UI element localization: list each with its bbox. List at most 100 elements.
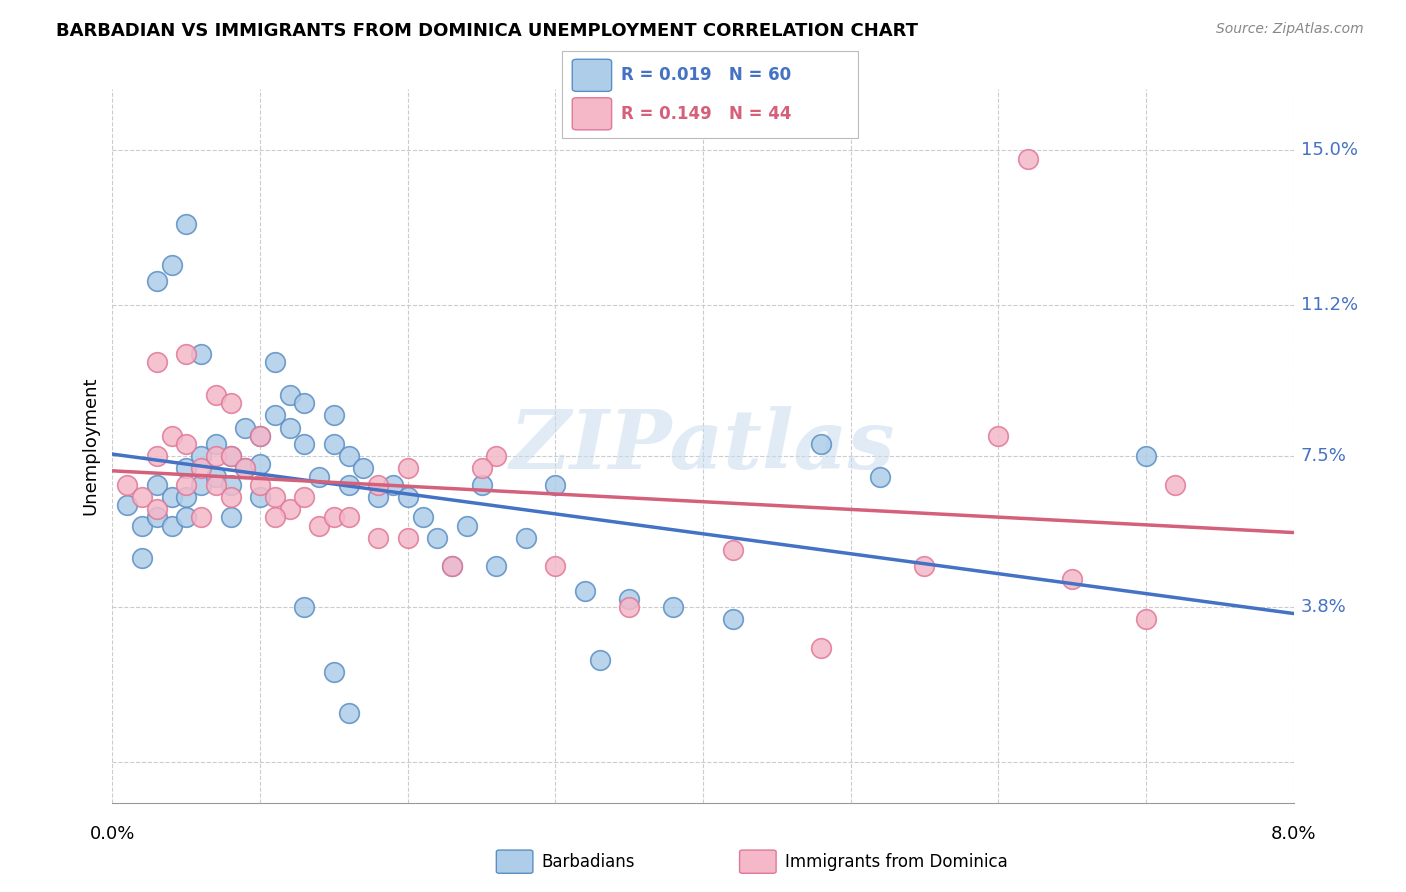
Point (146, 510, 169, 524)
Point (233, 461, 256, 475)
Point (810, 437, 832, 451)
Point (174, 490, 197, 504)
Point (382, 477, 405, 491)
Text: Barbadians: Barbadians (541, 853, 636, 871)
Text: 3.8%: 3.8% (1301, 598, 1347, 616)
Point (869, 469, 891, 483)
Point (174, 437, 197, 451)
Point (721, 543, 744, 558)
Point (426, 531, 449, 545)
Point (471, 461, 494, 475)
Point (131, 551, 153, 566)
Point (396, 461, 419, 475)
Point (249, 429, 271, 443)
Point (574, 583, 596, 598)
Point (367, 490, 389, 504)
Text: R = 0.019   N = 60: R = 0.019 N = 60 (621, 66, 792, 85)
Point (485, 559, 508, 574)
Point (456, 518, 478, 533)
Y-axis label: Unemployment: Unemployment (82, 376, 100, 516)
Point (146, 274, 169, 288)
Point (308, 518, 330, 533)
Point (323, 665, 346, 680)
Point (323, 437, 346, 451)
Point (219, 490, 242, 504)
Point (292, 437, 315, 451)
Point (544, 559, 567, 574)
Point (441, 559, 464, 574)
Point (323, 510, 346, 524)
Point (219, 477, 242, 491)
Point (1135, 612, 1157, 626)
Point (412, 510, 434, 524)
Point (160, 258, 183, 272)
Point (323, 409, 346, 423)
Text: 8.0%: 8.0% (1271, 825, 1316, 843)
Text: 0.0%: 0.0% (90, 825, 135, 843)
Point (219, 396, 242, 410)
Text: R = 0.149   N = 44: R = 0.149 N = 44 (621, 104, 792, 123)
Point (190, 449, 212, 463)
Point (515, 531, 537, 545)
Point (264, 510, 287, 524)
Point (233, 461, 256, 475)
Point (117, 498, 138, 512)
Point (810, 640, 832, 655)
Text: BARBADIAN VS IMMIGRANTS FROM DOMINICA UNEMPLOYMENT CORRELATION CHART: BARBADIAN VS IMMIGRANTS FROM DOMINICA UN… (56, 22, 918, 40)
Text: Source: ZipAtlas.com: Source: ZipAtlas.com (1216, 22, 1364, 37)
Point (987, 429, 1010, 443)
Text: 11.2%: 11.2% (1301, 296, 1358, 314)
Point (544, 477, 567, 491)
Point (588, 653, 610, 667)
Point (308, 469, 330, 483)
Point (174, 217, 197, 231)
Point (337, 706, 360, 720)
Point (337, 510, 360, 524)
Point (249, 490, 271, 504)
Point (914, 559, 936, 574)
Point (292, 490, 315, 504)
Point (1062, 572, 1084, 586)
Point (190, 477, 212, 491)
Point (396, 531, 419, 545)
Point (471, 477, 494, 491)
Point (219, 510, 242, 524)
Point (160, 490, 183, 504)
Point (292, 396, 315, 410)
Point (174, 510, 197, 524)
Point (367, 477, 389, 491)
Point (441, 559, 464, 574)
Text: 7.5%: 7.5% (1301, 447, 1347, 466)
Point (1164, 477, 1187, 491)
Point (233, 420, 256, 434)
Text: Immigrants from Dominica: Immigrants from Dominica (785, 853, 1007, 871)
Point (205, 449, 228, 463)
Point (337, 477, 360, 491)
Point (249, 458, 271, 472)
Point (131, 490, 153, 504)
Text: 15.0%: 15.0% (1301, 141, 1358, 160)
Point (190, 347, 212, 361)
Point (205, 437, 228, 451)
Point (205, 477, 228, 491)
Point (292, 600, 315, 615)
Point (146, 502, 169, 516)
Point (662, 600, 685, 615)
Point (146, 355, 169, 369)
Point (190, 461, 212, 475)
Point (1135, 449, 1157, 463)
Point (190, 510, 212, 524)
Point (249, 477, 271, 491)
Point (146, 449, 169, 463)
Point (278, 502, 301, 516)
Point (337, 449, 360, 463)
Point (619, 600, 641, 615)
Point (721, 612, 744, 626)
Point (278, 420, 301, 434)
Point (219, 449, 242, 463)
Point (131, 518, 153, 533)
Point (205, 388, 228, 402)
Point (174, 461, 197, 475)
Point (264, 355, 287, 369)
Point (117, 477, 138, 491)
